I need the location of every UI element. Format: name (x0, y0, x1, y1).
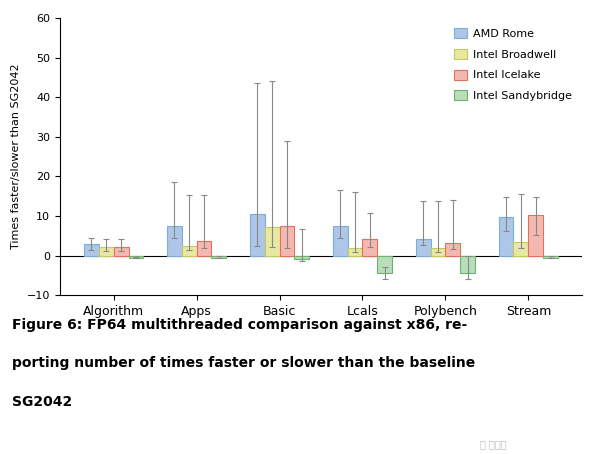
Text: porting number of times faster or slower than the baseline: porting number of times faster or slower… (12, 356, 475, 370)
Bar (416, 239, 431, 256)
Y-axis label: Times faster/slower than SG2042: Times faster/slower than SG2042 (11, 64, 22, 249)
Text: SG2042: SG2042 (12, 395, 72, 409)
Bar (250, 214, 265, 256)
Bar (182, 247, 197, 256)
Bar (113, 247, 128, 256)
Bar (265, 227, 280, 256)
Bar (377, 256, 392, 273)
Bar (544, 256, 558, 257)
Bar (332, 226, 347, 256)
Bar (84, 244, 98, 256)
Bar (514, 242, 529, 256)
Text: 举 芯智讯: 举 芯智讯 (480, 439, 506, 449)
Bar (280, 226, 295, 256)
Bar (98, 247, 113, 256)
Text: Figure 6: FP64 multithreaded comparison against x86, re-: Figure 6: FP64 multithreaded comparison … (12, 318, 467, 332)
Bar (362, 239, 377, 256)
Bar (347, 247, 362, 256)
Bar (460, 256, 475, 273)
Bar (431, 248, 445, 256)
Bar (445, 243, 460, 256)
Legend: AMD Rome, Intel Broadwell, Intel Icelake, Intel Sandybridge: AMD Rome, Intel Broadwell, Intel Icelake… (449, 24, 577, 106)
Bar (128, 256, 143, 257)
Bar (211, 256, 226, 257)
Bar (197, 241, 211, 256)
Bar (295, 256, 310, 259)
Bar (499, 217, 514, 256)
Bar (529, 215, 544, 256)
Bar (167, 226, 182, 256)
